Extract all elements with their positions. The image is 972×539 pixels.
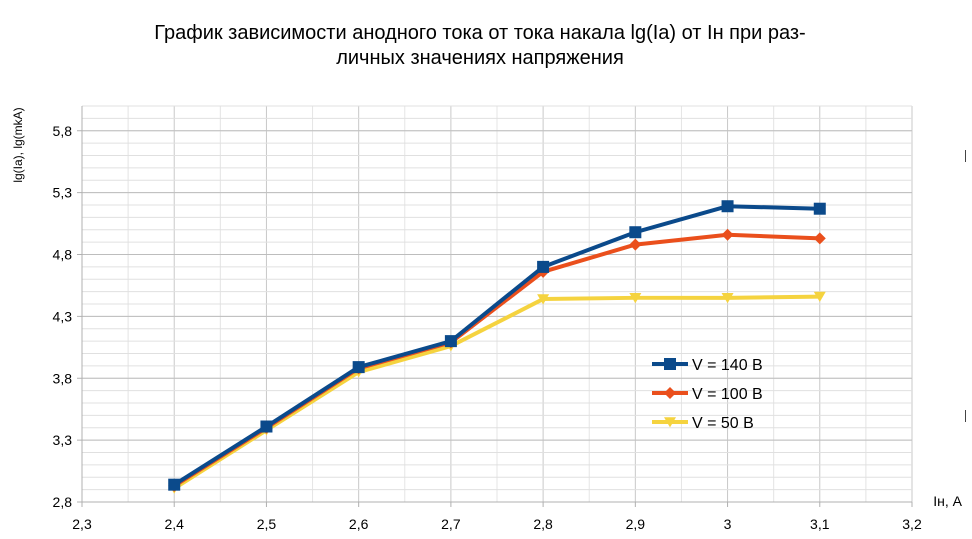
- data-point: [260, 420, 273, 433]
- x-tick-label: 3: [724, 516, 732, 532]
- y-tick-label: 4,3: [53, 308, 73, 324]
- legend: V = 140 В V = 100 В V = 50 В: [652, 357, 763, 432]
- y-tick-label: 2,8: [53, 494, 73, 510]
- x-tick-label: 2,6: [349, 516, 369, 532]
- y-axis-label: lg(Ia), lg(mkA): [11, 107, 25, 182]
- chart-title-line-2: личных значениях напряжения: [336, 47, 624, 69]
- x-tick-label: 2,3: [72, 516, 92, 532]
- series-layer: [168, 200, 826, 494]
- x-tick-label: 3,1: [810, 516, 830, 532]
- data-point: [813, 232, 826, 245]
- legend-label: V = 140 В: [692, 357, 763, 374]
- x-tick-label: 3,2: [902, 516, 922, 532]
- series-0: [168, 200, 826, 491]
- y-tick-label: 3,8: [53, 370, 73, 386]
- axis-layer: 2,3 2,4 2,5 2,6 2,7 2,8 2,9 3 3,1 3,2 2,8 3,3 3,8 4,3…: [53, 106, 922, 532]
- data-point: [629, 293, 642, 304]
- x-axis-label: Iн, А: [933, 493, 962, 509]
- data-point: [664, 417, 676, 428]
- legend-label: V = 100 В: [692, 386, 763, 403]
- x-tick-label: 2,5: [257, 516, 277, 532]
- data-point: [721, 200, 734, 213]
- data-point: [444, 335, 457, 348]
- y-tick-label: 5,3: [53, 185, 73, 201]
- data-point: [813, 291, 826, 302]
- legend-label: V = 50 В: [692, 415, 754, 432]
- series-line: [172, 204, 822, 487]
- x-tick-label: 2,7: [441, 516, 461, 532]
- data-point: [537, 294, 550, 305]
- data-point: [664, 387, 676, 399]
- y-tick-label: 4,8: [53, 247, 73, 263]
- series-line: [172, 294, 822, 491]
- data-point: [629, 226, 642, 239]
- data-point: [721, 293, 734, 304]
- data-point: [352, 361, 365, 374]
- chart-title-line-1: График зависимости анодного тока от тока…: [154, 22, 806, 44]
- data-point: [813, 202, 826, 215]
- data-point: [721, 228, 734, 241]
- x-tick-label: 2,8: [533, 516, 553, 532]
- frame-edge-mark: [965, 410, 966, 422]
- data-point: [629, 238, 642, 251]
- x-tick-label: 2,9: [626, 516, 646, 532]
- x-tick-label: 2,4: [164, 516, 184, 532]
- data-point: [168, 478, 181, 491]
- data-point: [537, 260, 550, 273]
- frame-edge-mark: [965, 150, 966, 162]
- y-tick-label: 3,3: [53, 432, 73, 448]
- data-point: [664, 358, 676, 370]
- y-tick-label: 5,8: [53, 123, 73, 139]
